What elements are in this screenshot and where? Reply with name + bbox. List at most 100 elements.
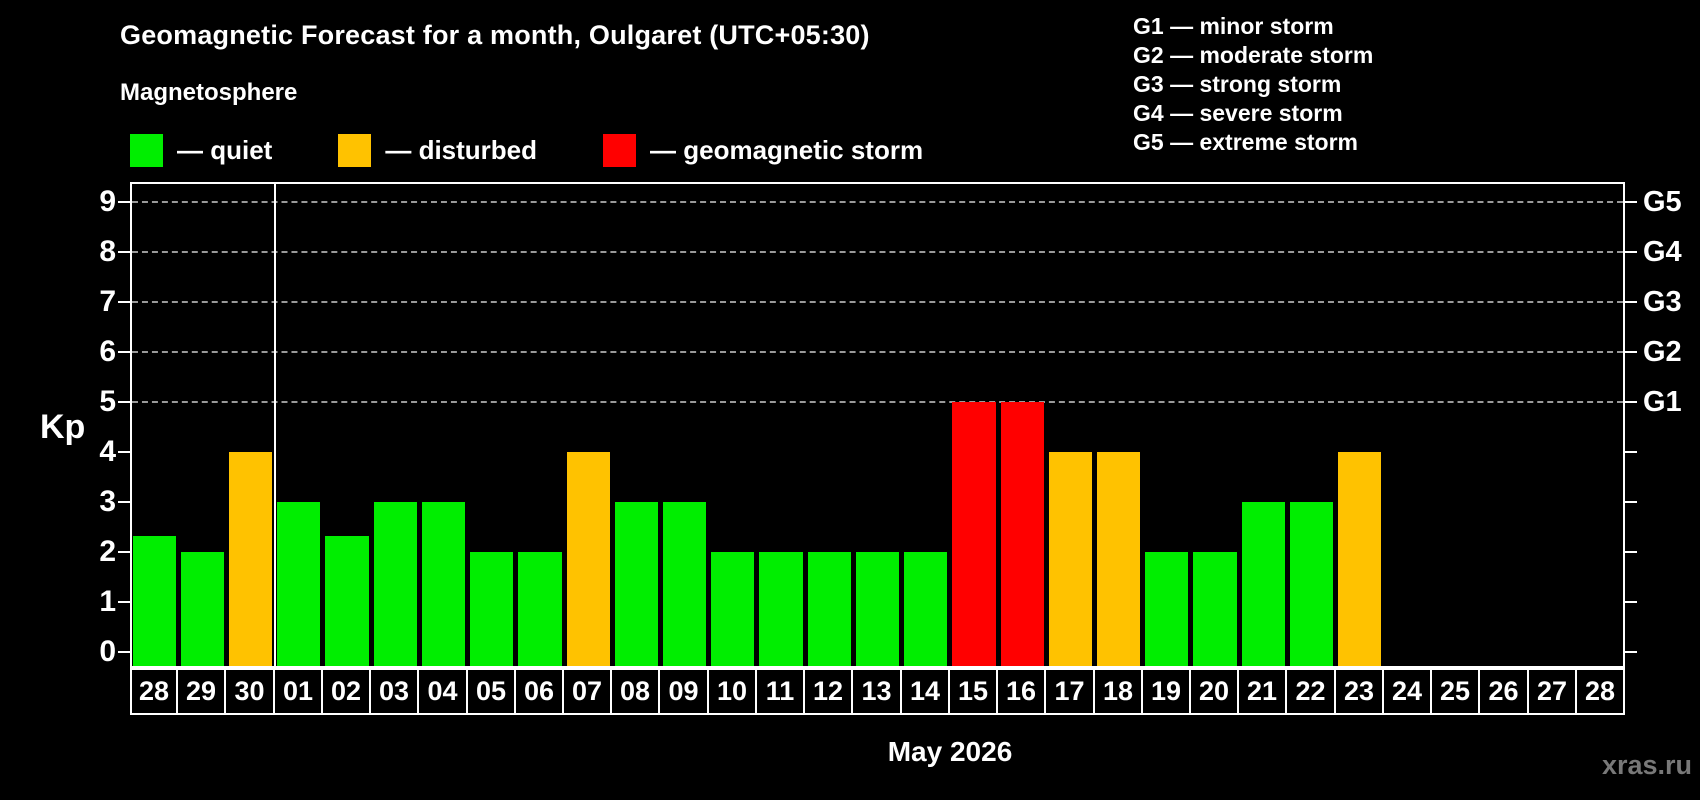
- chart-title: Geomagnetic Forecast for a month, Oulgar…: [120, 20, 870, 50]
- plot-area: [130, 182, 1625, 668]
- day-label: 03: [369, 668, 419, 715]
- y-axis-tick-right: [1625, 201, 1637, 203]
- day-label: 18: [1093, 668, 1143, 715]
- y-tick-label: 5: [99, 385, 116, 418]
- gridline-kp9: [132, 201, 1623, 203]
- day-label: 29: [176, 668, 226, 715]
- kp-bar: [132, 535, 176, 666]
- disturbed-swatch: [338, 134, 372, 167]
- day-label: 25: [1430, 668, 1480, 715]
- day-label: 14: [900, 668, 950, 715]
- kp-bar: [1145, 552, 1189, 666]
- g-axis-label: G5: [1643, 186, 1682, 218]
- y-tick-label: 2: [99, 535, 116, 568]
- day-label: 07: [562, 668, 612, 715]
- kp-bar: [1048, 452, 1092, 666]
- y-axis-tick-right: [1625, 501, 1637, 503]
- quiet-swatch: [130, 134, 163, 167]
- g-legend-line: G5 — extreme storm: [1133, 129, 1358, 155]
- y-tick-label: 9: [99, 185, 116, 218]
- y-axis-tick-left: [118, 551, 130, 553]
- g-legend-line: G1 — minor storm: [1133, 13, 1334, 39]
- kp-bar: [421, 502, 466, 666]
- y-tick-label: 0: [99, 635, 116, 668]
- day-label: 02: [321, 668, 371, 715]
- y-tick-label: 1: [99, 585, 116, 618]
- y-axis-tick-right: [1625, 251, 1637, 253]
- y-tick-label: 4: [99, 435, 116, 468]
- day-label: 10: [707, 668, 757, 715]
- y-axis-tick-right: [1625, 651, 1637, 653]
- month-boundary-line: [273, 184, 276, 666]
- day-label: 22: [1285, 668, 1336, 715]
- day-label: 09: [658, 668, 709, 715]
- kp-bar: [518, 552, 562, 666]
- kp-bar: [759, 552, 803, 666]
- kp-bar: [1000, 402, 1044, 666]
- gridline-kp6: [132, 351, 1623, 353]
- day-label: 12: [803, 668, 853, 715]
- y-tick-label: 3: [99, 485, 116, 518]
- day-label: 28: [1575, 668, 1625, 715]
- kp-bar: [325, 535, 369, 666]
- day-label: 05: [466, 668, 516, 715]
- x-axis-title: May 2026: [887, 736, 1013, 767]
- g-axis-label: G2: [1643, 336, 1682, 368]
- day-label: 28: [130, 668, 178, 715]
- status-legend: — quiet — disturbed — geomagnetic storm: [130, 134, 923, 167]
- y-axis-tick-right: [1625, 401, 1637, 403]
- day-label: 20: [1189, 668, 1239, 715]
- day-label: 23: [1334, 668, 1384, 715]
- gridline-kp7: [132, 301, 1623, 303]
- day-label: 06: [514, 668, 564, 715]
- y-tick-label: 6: [99, 335, 116, 368]
- storm-swatch: [603, 134, 637, 167]
- g-legend-line: G2 — moderate storm: [1133, 42, 1374, 68]
- y-axis-tick-left: [118, 651, 130, 653]
- legend-label: — geomagnetic storm: [650, 135, 924, 165]
- day-label: 16: [996, 668, 1046, 715]
- day-label: 27: [1527, 668, 1577, 715]
- kp-bar: [807, 552, 851, 666]
- y-axis-tick-right: [1625, 601, 1637, 603]
- chart-subtitle: Magnetosphere: [120, 79, 298, 106]
- day-label: 08: [610, 668, 660, 715]
- y-axis-tick-left: [118, 301, 130, 303]
- y-tick-label: 7: [99, 285, 116, 318]
- watermark: xras.ru: [1601, 750, 1692, 780]
- kp-bar: [228, 452, 273, 666]
- day-label: 04: [417, 668, 468, 715]
- kp-bar: [904, 552, 948, 666]
- g-axis-label: G4: [1643, 236, 1682, 268]
- y-axis-tick-left: [118, 351, 130, 353]
- day-label: 17: [1044, 668, 1095, 715]
- plot-frame: [130, 182, 1625, 668]
- kp-bar: [373, 502, 417, 666]
- kp-bar: [1097, 452, 1141, 666]
- kp-bar: [1241, 502, 1285, 666]
- y-axis-tick-left: [118, 201, 130, 203]
- kp-bar: [1193, 552, 1237, 666]
- legend-item-quiet: — quiet: [130, 134, 272, 167]
- y-axis-tick-left: [118, 251, 130, 253]
- kp-bar: [1338, 452, 1382, 666]
- kp-bar: [1289, 502, 1334, 666]
- y-axis-tick-right: [1625, 351, 1637, 353]
- day-label: 15: [948, 668, 998, 715]
- y-axis-tick-right: [1625, 451, 1637, 453]
- g-scale-legend: G1 — minor storm G2 — moderate storm G3 — …: [1133, 12, 1373, 157]
- gridline-kp8: [132, 251, 1623, 253]
- kp-bar: [952, 402, 996, 666]
- legend-label: — disturbed: [385, 135, 538, 165]
- kp-bar: [180, 552, 224, 666]
- gridline-kp5: [132, 401, 1623, 403]
- day-label: 30: [224, 668, 275, 715]
- legend-item-storm: — geomagnetic storm: [603, 134, 923, 167]
- g-legend-line: G3 — strong storm: [1133, 71, 1342, 97]
- y-axis-tick-left: [118, 401, 130, 403]
- y-axis-tick-left: [118, 501, 130, 503]
- legend-item-disturbed: — disturbed: [338, 134, 537, 167]
- kp-bar: [566, 452, 610, 666]
- y-axis-tick-right: [1625, 301, 1637, 303]
